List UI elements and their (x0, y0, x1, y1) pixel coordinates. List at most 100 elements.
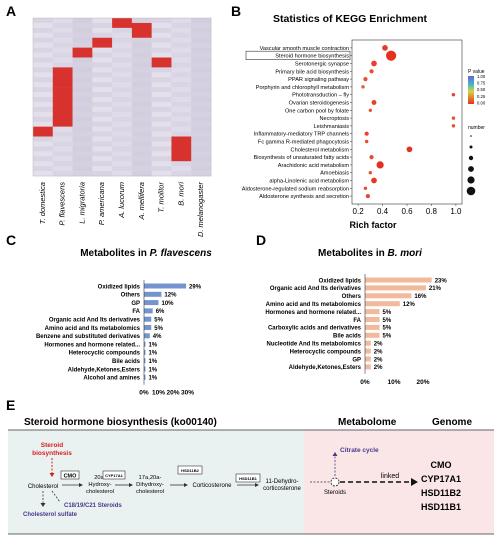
heatmap-cell (92, 111, 113, 118)
heatmap-cell (171, 146, 192, 152)
heatmap-cell (191, 166, 212, 172)
heatmap-cell (171, 18, 192, 24)
heatmap-cell (92, 67, 113, 73)
heatmap-cell (33, 151, 54, 157)
bar-xtick-label: 0% (360, 379, 370, 386)
heatmap-cell (151, 72, 172, 78)
heatmap-cell (151, 57, 172, 63)
arrowhead-3 (184, 483, 188, 487)
heatmap-cell (191, 126, 212, 132)
heatmap-cell (52, 161, 73, 167)
heatmap-cell (52, 121, 73, 127)
kegg-bubble (364, 139, 369, 144)
heatmap-cell (171, 22, 192, 29)
heatmap-cell (151, 166, 172, 172)
heatmap-cell (52, 62, 73, 68)
bar (365, 348, 371, 354)
heatmap-cell (112, 77, 133, 83)
kegg-bubble (382, 45, 388, 51)
bar (365, 317, 380, 322)
heatmap-cell (131, 47, 152, 53)
panel-letter-a: A (6, 3, 16, 19)
species-label: L. migratoria (77, 182, 86, 224)
heatmap-cell (33, 121, 54, 127)
number-legend-dot (468, 166, 474, 172)
heatmap-cell (151, 22, 172, 29)
kegg-term-label: Cholesterol metabolism (291, 147, 350, 153)
heatmap-cell (92, 131, 113, 137)
heatmap-cell (112, 87, 133, 93)
heatmap-cell (131, 141, 152, 147)
bar (365, 332, 380, 338)
heatmap-cell (72, 32, 93, 39)
heatmap-cell (171, 101, 192, 108)
heatmap-cell (72, 171, 93, 177)
heatmap-cell (131, 27, 152, 34)
bar (144, 349, 146, 355)
heatmap-cell (92, 166, 113, 172)
kegg-bubble (386, 50, 397, 61)
heatmap-cell (52, 171, 73, 177)
kegg-xtick-label: 0.6 (401, 207, 413, 216)
heatmap-cell (92, 47, 113, 53)
heatmap-cell (72, 106, 93, 113)
heatmap-cell (72, 72, 93, 78)
bar-category-label: GP (352, 357, 361, 363)
heatmap-cell (191, 52, 212, 58)
hsd11b1-enzyme-label: HSD11B1 (239, 476, 258, 481)
heatmap-cell (191, 131, 212, 137)
bar-value-label: 1% (148, 359, 157, 365)
heatmap-cell (33, 136, 54, 142)
heatmap-cell (171, 47, 192, 53)
bar-category-label: Organic acid And Its derivatives (270, 286, 362, 292)
heatmap-cell (131, 18, 152, 24)
kegg-bubble (361, 85, 365, 89)
bar-category-label: Aldehyde,Ketones,Esters (68, 367, 141, 373)
heatmap-cell (92, 106, 113, 113)
pvalue-tick-label: 0.50 (477, 87, 486, 92)
kegg-bubble (368, 108, 373, 113)
bar-category-label: Oxidized lipids (319, 278, 362, 284)
bar (365, 340, 371, 346)
heatmap-cell (131, 22, 152, 29)
heatmap-cell (52, 87, 73, 93)
heatmap-cell (33, 18, 54, 24)
hydroxy-line-1: 20a- (94, 475, 106, 481)
heatmap-cell (171, 87, 192, 93)
heatmap-cell (92, 156, 113, 162)
gene-cyp17a1: CYP17A1 (421, 474, 461, 484)
heatmap-cell (72, 166, 93, 172)
heatmap-cell (151, 146, 172, 152)
heatmap-cell (92, 62, 113, 68)
heatmap-cell (33, 82, 54, 88)
gene-cmo: CMO (431, 460, 452, 470)
heatmap-cell (52, 111, 73, 118)
heatmap-cell (191, 101, 212, 108)
steroids-label: Steroids (324, 490, 346, 496)
bar (144, 358, 146, 364)
dehydro-line-2: corticosterone (263, 486, 301, 492)
heatmap-cell (171, 136, 192, 142)
heatmap-cell (131, 151, 152, 157)
heatmap-cell (112, 57, 133, 63)
heatmap-cell (72, 151, 93, 157)
heatmap-cell (52, 97, 73, 103)
heatmap-cell (92, 92, 113, 98)
heatmap-cell (191, 42, 212, 48)
bar-value-label: 5% (154, 326, 163, 332)
pathway-diagram: Steroid hormone biosynthesis (ko00140) M… (8, 417, 494, 535)
kegg-term-label: Primary bile acid biosynthesis (275, 69, 349, 75)
heatmap-cell (191, 97, 212, 103)
kegg-term-label: PPAR signaling pathway (288, 77, 349, 83)
heatmap-cell (72, 52, 93, 58)
bar-value-label: 1% (148, 376, 157, 382)
heatmap-cell (171, 131, 192, 137)
heatmap-cell (171, 106, 192, 113)
bar (144, 316, 152, 322)
heatmap-cell (52, 27, 73, 34)
kegg-term-label: Fc gamma R-mediated phagocytosis (258, 140, 349, 146)
bar (365, 309, 380, 315)
heatmap-cell (171, 97, 192, 103)
kegg-bubble (364, 131, 369, 136)
heatmap-cell (112, 82, 133, 88)
